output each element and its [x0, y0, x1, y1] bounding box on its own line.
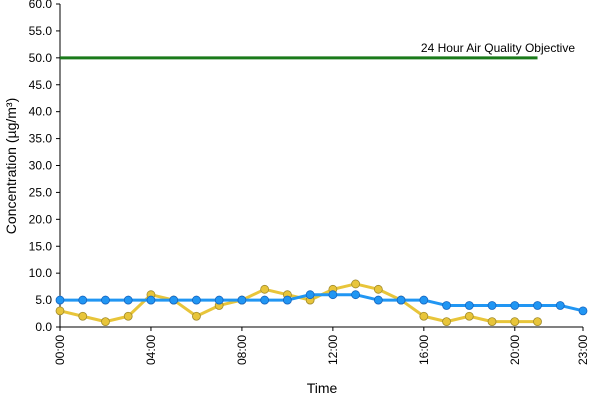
series-1-point [373, 284, 383, 294]
x-tick-label: 16:00 [417, 335, 431, 365]
series-2-point [442, 301, 451, 310]
y-tick-label: 5.0 [35, 293, 52, 307]
series-2-point [419, 295, 429, 305]
y-tick-label: 55.0 [29, 24, 53, 38]
y-tick-label: 40.0 [29, 105, 53, 119]
series-2-point [282, 295, 292, 305]
y-tick-label: 15.0 [29, 239, 53, 253]
x-axis-title: Time [307, 380, 338, 396]
series-2-point [533, 301, 542, 310]
y-tick-label: 45.0 [29, 78, 53, 92]
series-2-point [237, 295, 247, 305]
series-1-point [442, 317, 451, 327]
series-2-point [578, 306, 588, 316]
series-1-point [510, 317, 520, 327]
series-1-point [123, 311, 133, 321]
series-2-point [214, 295, 224, 305]
y-tick-label: 50.0 [29, 51, 53, 65]
y-tick-label: 25.0 [29, 185, 53, 199]
series-1-point [192, 311, 201, 321]
series-2-point [192, 295, 201, 305]
series-1-point [260, 284, 270, 294]
series-2-point [260, 295, 270, 305]
x-tick-label: 04:00 [144, 335, 158, 365]
series-1-point [533, 317, 542, 327]
series-1-point [351, 279, 361, 289]
series-2-point [510, 301, 520, 310]
series-2-point [487, 301, 497, 310]
series-2-point [123, 295, 133, 305]
series-2-point [305, 290, 315, 300]
series-2-point [78, 295, 88, 305]
x-tick-label: 00:00 [53, 335, 67, 365]
series-2-point [146, 295, 156, 305]
y-tick-label: 20.0 [29, 212, 53, 226]
series-2-point [101, 295, 110, 305]
series-1-point [101, 317, 110, 327]
x-axis-ticks: 00:00 04:00 08:00 12:00 16:00 20:00 23:00 [53, 327, 590, 365]
series-2-point [396, 295, 406, 305]
x-tick-label: 20:00 [508, 335, 522, 365]
y-tick-label: 10.0 [29, 266, 53, 280]
series-1-point [78, 311, 88, 321]
series-2-point [351, 290, 361, 300]
x-tick-label: 23:00 [576, 335, 590, 365]
y-tick-label: 60.0 [29, 0, 53, 11]
series-2-point [464, 301, 474, 310]
y-tick-label: 0.0 [35, 320, 52, 334]
series-2-point [55, 295, 65, 305]
y-tick-label: 30.0 [29, 159, 53, 173]
x-tick-label: 12:00 [326, 335, 340, 365]
y-tick-label: 35.0 [29, 132, 53, 146]
series-1-point [464, 311, 474, 321]
series-2-point [373, 295, 383, 305]
series-2-point [169, 295, 179, 305]
y-axis-title: Concentration (µg/m³) [3, 98, 19, 234]
objective-label: 24 Hour Air Quality Objective [421, 41, 575, 55]
x-tick-label: 08:00 [235, 335, 249, 365]
series-2-point [555, 301, 565, 310]
series-1-point [419, 311, 429, 321]
series-1-point [55, 306, 65, 316]
series-2-point [328, 290, 338, 300]
y-axis-ticks: 0.0 5.0 10.0 15.0 20.0 25.0 30.0 35.0 40.0 45.0 50… [29, 0, 60, 334]
series-1-point [487, 317, 497, 327]
series-group [55, 279, 588, 327]
